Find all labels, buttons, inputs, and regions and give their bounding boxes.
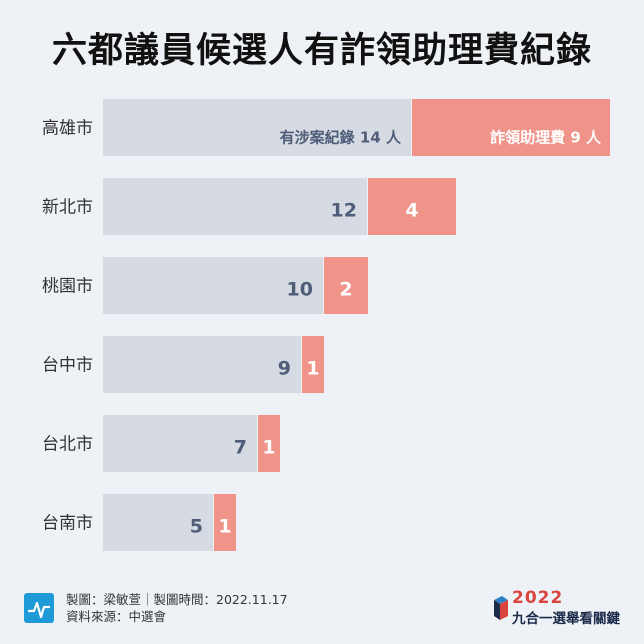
value-label-fraud: 1 xyxy=(306,358,319,380)
value-label-fraud: 1 xyxy=(262,437,275,459)
value-label-record: 12 xyxy=(331,200,357,222)
value-label-record: 5 xyxy=(190,516,203,538)
value-label-record: 有涉案紀錄 14 人 xyxy=(280,129,402,147)
bar-fraud xyxy=(412,99,610,156)
value-label-fraud: 1 xyxy=(218,516,231,538)
bar-fraud xyxy=(368,178,456,235)
footer-author-line: 製圖：梁敏萱｜製圖時間：2022.11.17 xyxy=(66,592,288,607)
value-label-fraud: 4 xyxy=(405,200,418,222)
category-label: 新北市 xyxy=(42,198,93,218)
bar-record xyxy=(103,178,367,235)
brand-name: 九合一選舉看關鍵 xyxy=(512,611,620,627)
chart-title: 六都議員候選人有詐領助理費紀錄 xyxy=(51,31,592,71)
brand-year: 2022 xyxy=(512,588,564,608)
bar-fraud xyxy=(302,336,324,393)
category-label: 台北市 xyxy=(42,435,93,455)
bar-record xyxy=(103,415,257,472)
value-label-record: 9 xyxy=(278,358,291,380)
category-label: 台中市 xyxy=(42,356,93,376)
brand-logo-icon xyxy=(494,596,508,620)
category-label: 台南市 xyxy=(42,514,93,534)
category-label: 高雄市 xyxy=(42,119,93,139)
category-label: 桃園市 xyxy=(42,277,93,297)
bar-record xyxy=(103,336,301,393)
bar-fraud xyxy=(214,494,236,551)
bar-fraud xyxy=(324,257,368,314)
brand-logo: 2022 九合一選舉看關鍵 xyxy=(492,588,622,628)
bar-record xyxy=(103,494,213,551)
pulse-chart-icon xyxy=(24,593,54,623)
value-label-fraud: 2 xyxy=(339,279,352,301)
footer-credits: 製圖：梁敏萱｜製圖時間：2022.11.17 資料來源：中選會 xyxy=(66,591,288,625)
value-label-record: 10 xyxy=(287,279,313,301)
bar-record xyxy=(103,257,323,314)
bar-fraud xyxy=(258,415,280,472)
value-label-record: 7 xyxy=(234,437,247,459)
bar-record xyxy=(103,99,411,156)
value-label-fraud: 詐領助理費 9 人 xyxy=(490,129,602,147)
footer-source-line: 資料來源：中選會 xyxy=(66,609,167,624)
